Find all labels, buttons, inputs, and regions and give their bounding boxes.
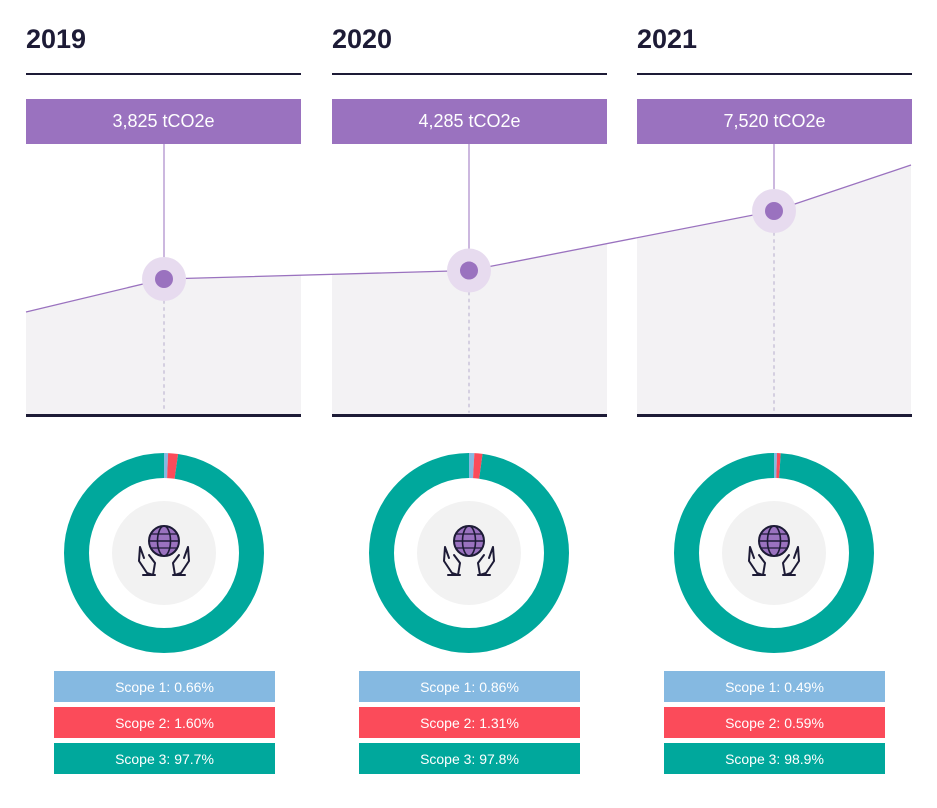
donut-slice-scope3 (369, 453, 569, 653)
scope3-label: Scope 3: 97.8% (359, 743, 580, 774)
data-label: 7,520 tCO2e (637, 99, 912, 144)
donut-chart (64, 453, 264, 653)
data-label: 3,825 tCO2e (26, 99, 301, 144)
column-gutter (301, 150, 332, 420)
donut-slice-scope3 (674, 453, 874, 653)
scope3-label: Scope 3: 97.7% (54, 743, 275, 774)
title-rule (332, 73, 607, 75)
donut-slice-scope3 (64, 453, 264, 653)
axis-rule (637, 414, 912, 417)
axis-rule (332, 414, 607, 417)
scope2-label: Scope 2: 1.31% (359, 707, 580, 738)
title-rule (637, 73, 912, 75)
donut-chart (369, 453, 569, 653)
hands-globe-icon (443, 525, 495, 576)
scope2-label: Scope 2: 0.59% (664, 707, 885, 738)
data-point (460, 261, 478, 280)
scope1-label: Scope 1: 0.66% (54, 671, 275, 702)
data-point (765, 202, 783, 220)
scope2-label: Scope 2: 1.60% (54, 707, 275, 738)
axis-rule (26, 414, 301, 417)
scope1-label: Scope 1: 0.86% (359, 671, 580, 702)
hands-globe-icon (748, 525, 800, 576)
hands-globe-icon (138, 525, 190, 576)
year-title: 2020 (332, 24, 393, 54)
donut-chart (674, 453, 874, 653)
year-title: 2019 (26, 24, 87, 54)
scope1-label: Scope 1: 0.49% (664, 671, 885, 702)
title-rule (26, 73, 301, 75)
scope3-label: Scope 3: 98.9% (664, 743, 885, 774)
year-title: 2021 (637, 24, 698, 54)
column-gutter (607, 150, 637, 420)
data-point (155, 270, 173, 288)
data-label: 4,285 tCO2e (332, 99, 607, 144)
